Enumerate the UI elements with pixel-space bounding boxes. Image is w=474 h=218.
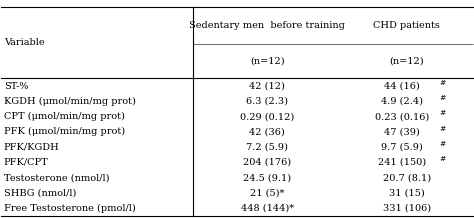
Text: 31 (15): 31 (15) xyxy=(389,188,425,198)
Text: #: # xyxy=(439,124,446,133)
Text: Variable: Variable xyxy=(4,38,45,47)
Text: 448 (144)*: 448 (144)* xyxy=(241,204,294,213)
Text: (n=12): (n=12) xyxy=(390,56,424,66)
Text: Free Testosterone (pmol/l): Free Testosterone (pmol/l) xyxy=(4,204,136,213)
Text: PFK/KGDH: PFK/KGDH xyxy=(4,143,60,152)
Text: 42 (12): 42 (12) xyxy=(249,82,285,91)
Text: 7.2 (5.9): 7.2 (5.9) xyxy=(246,143,288,152)
Text: 20.7 (8.1): 20.7 (8.1) xyxy=(383,173,431,182)
Text: 6.3 (2.3): 6.3 (2.3) xyxy=(246,97,288,106)
Text: CHD patients: CHD patients xyxy=(374,20,440,30)
Text: 204 (176): 204 (176) xyxy=(243,158,292,167)
Text: ST-%: ST-% xyxy=(4,82,28,91)
Text: 47 (39): 47 (39) xyxy=(384,127,420,136)
Text: PFK (μmol/min/mg prot): PFK (μmol/min/mg prot) xyxy=(4,127,125,136)
Text: SHBG (nmol/l): SHBG (nmol/l) xyxy=(4,188,76,198)
Text: Sedentary men  before training: Sedentary men before training xyxy=(190,20,345,30)
Text: #: # xyxy=(439,79,446,87)
Text: 4.9 (2.4): 4.9 (2.4) xyxy=(381,97,423,106)
Text: 24.5 (9.1): 24.5 (9.1) xyxy=(243,173,292,182)
Text: 44 (16): 44 (16) xyxy=(384,82,420,91)
Text: #: # xyxy=(439,94,446,102)
Text: 331 (106): 331 (106) xyxy=(383,204,431,213)
Text: #: # xyxy=(439,140,446,148)
Text: 9.7 (5.9): 9.7 (5.9) xyxy=(381,143,423,152)
Text: 0.23 (0.16): 0.23 (0.16) xyxy=(375,112,429,121)
Text: 0.29 (0.12): 0.29 (0.12) xyxy=(240,112,294,121)
Text: 241 (150): 241 (150) xyxy=(378,158,426,167)
Text: #: # xyxy=(439,155,446,163)
Text: 42 (36): 42 (36) xyxy=(249,127,285,136)
Text: PFK/CPT: PFK/CPT xyxy=(4,158,48,167)
Text: 21 (5)*: 21 (5)* xyxy=(250,188,284,198)
Text: (n=12): (n=12) xyxy=(250,56,285,66)
Text: #: # xyxy=(439,109,446,117)
Text: CPT (μmol/min/mg prot): CPT (μmol/min/mg prot) xyxy=(4,112,125,121)
Text: KGDH (μmol/min/mg prot): KGDH (μmol/min/mg prot) xyxy=(4,97,136,106)
Text: Testosterone (nmol/l): Testosterone (nmol/l) xyxy=(4,173,109,182)
